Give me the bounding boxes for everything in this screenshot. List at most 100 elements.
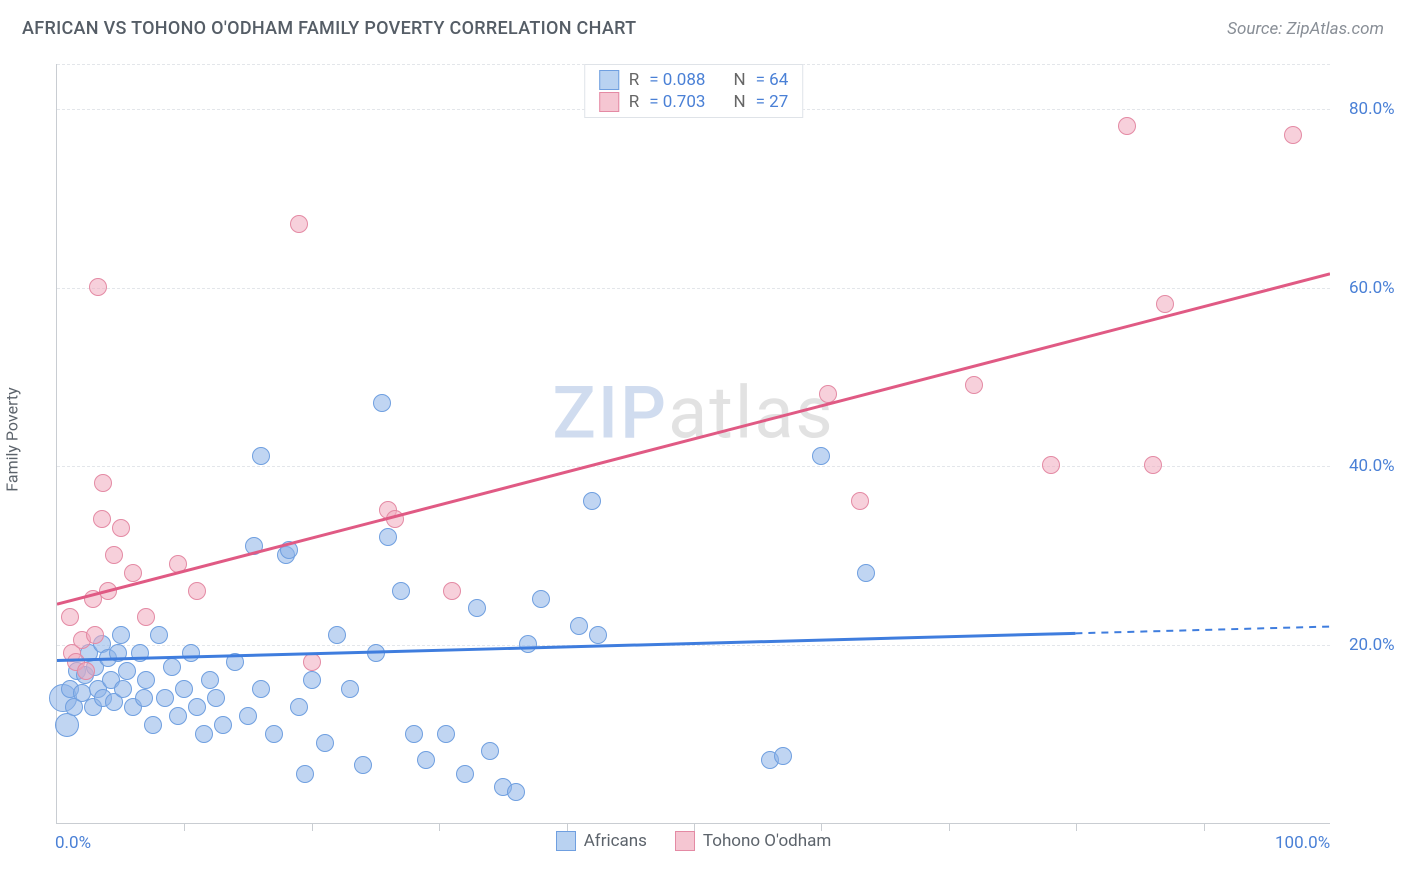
africans-point [316,734,334,752]
africans-point [188,698,206,716]
africans-point [519,635,537,653]
africans-point [265,725,283,743]
africans-point [812,447,830,465]
r-label: R [629,70,639,90]
tohono-point [93,510,111,528]
legend-swatch [675,831,695,851]
africans-point [118,662,136,680]
n-value: = 64 [756,70,789,90]
legend-swatch [556,831,576,851]
africans-point [114,680,132,698]
x-tick [312,823,313,831]
africans-point [239,707,257,725]
x-tick [184,823,185,831]
x-tick [439,823,440,831]
legend-label: Tohono O'odham [703,831,831,851]
y-axis-label: Family Poverty [3,387,22,491]
tohono-point [124,564,142,582]
africans-point [583,492,601,510]
africans-point [252,680,270,698]
africans-point [109,644,127,662]
x-tick [949,823,950,831]
africans-point [131,644,149,662]
legend-label: Africans [584,831,647,851]
tohono-point [819,385,837,403]
tohono-point [1156,295,1174,313]
africans-point [367,644,385,662]
africans-point [354,756,372,774]
gridline [57,645,1330,646]
africans-point [774,747,792,765]
y-tick-label: 20.0% [1349,635,1395,655]
legend-item: Tohono O'odham [675,831,831,851]
source-citation: Source: ZipAtlas.com [1227,19,1384,39]
africans-point [144,716,162,734]
tohono-point [303,653,321,671]
n-label: N [733,92,745,112]
africans-point [392,582,410,600]
africans-point [150,626,168,644]
tohono-point [386,510,404,528]
legend-stat-row: R = 0.088 N = 64 [599,69,789,91]
tohono-point [94,474,112,492]
africans-point [163,658,181,676]
africans-point [201,671,219,689]
tohono-trendline [57,274,1330,604]
africans-point [245,537,263,555]
africans-point [169,707,187,725]
tohono-point [290,215,308,233]
tohono-point [169,555,187,573]
africans-point [570,617,588,635]
series-legend: Africans Tohono O'odham [57,831,1330,851]
africans-point [456,765,474,783]
africans-point [290,698,308,716]
africans-point [175,680,193,698]
africans-trendline-dashed [1075,627,1330,634]
tohono-point [443,582,461,600]
y-tick-label: 60.0% [1349,278,1395,298]
africans-point [303,671,321,689]
legend-swatch [599,92,619,112]
x-tick-label: 0.0% [55,833,91,853]
legend-stat-row: R = 0.703 N = 27 [599,91,789,113]
tohono-point [1042,456,1060,474]
gridline [57,466,1330,467]
africans-point [328,626,346,644]
tohono-point [965,376,983,394]
scatter-plot-area: ZIPatlas R= 0.088N= 64R= 0.703N= 27 Afri… [56,64,1330,824]
africans-point [55,713,79,737]
africans-point [195,725,213,743]
tohono-point [1118,117,1136,135]
watermark: ZIPatlas [552,371,834,456]
africans-point [280,541,298,559]
legend-swatch [599,70,619,90]
n-value: = 27 [756,92,789,112]
tohono-point [112,519,130,537]
africans-point [481,742,499,760]
africans-point [156,689,174,707]
tohono-point [1144,456,1162,474]
africans-point [137,671,155,689]
correlation-legend: R = 0.088 N = 64 R = 0.703 N = 27 [584,64,804,118]
n-label: N [733,70,745,90]
x-tick-label: 100.0% [1275,833,1330,853]
r-value: = 0.703 [649,92,705,112]
africans-point [589,626,607,644]
africans-point [405,725,423,743]
tohono-point [851,492,869,510]
y-tick-label: 40.0% [1349,456,1395,476]
gridline [57,288,1330,289]
tohono-point [89,278,107,296]
africans-point [857,564,875,582]
africans-point [507,783,525,801]
x-tick [1076,823,1077,831]
africans-point [112,626,130,644]
r-label: R [629,92,639,112]
x-tick [821,823,822,831]
r-value: = 0.088 [649,70,705,90]
tohono-point [105,546,123,564]
africans-point [226,653,244,671]
africans-point [437,725,455,743]
africans-point [341,680,359,698]
africans-point [214,716,232,734]
